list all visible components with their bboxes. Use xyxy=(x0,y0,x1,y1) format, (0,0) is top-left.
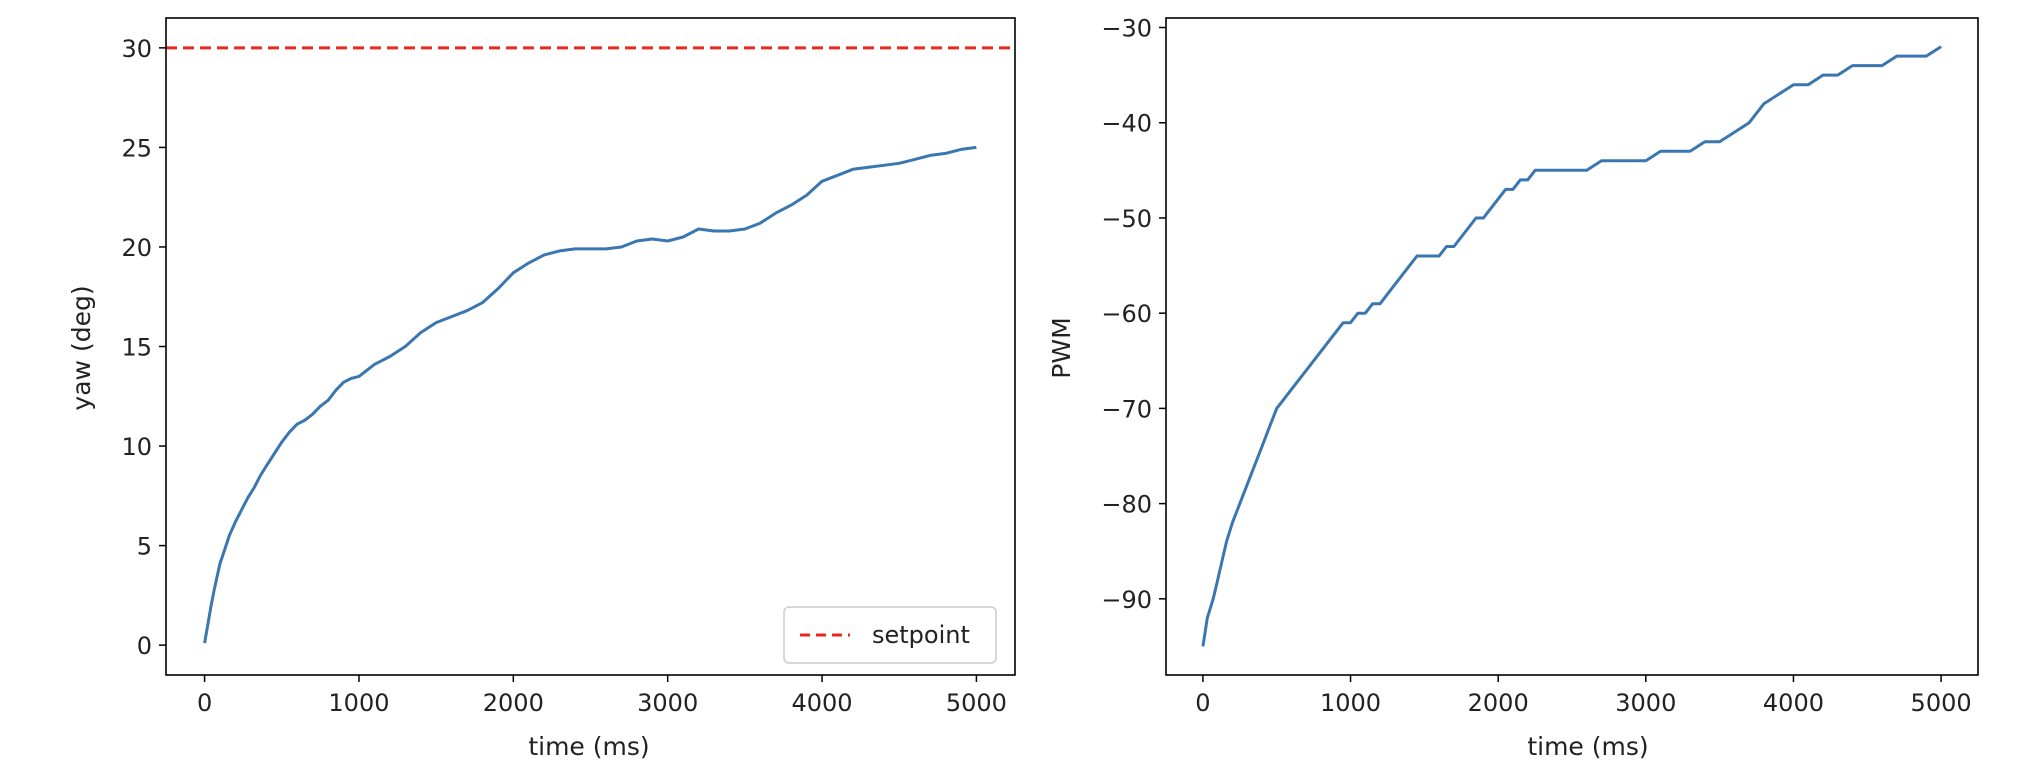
yaw-xtick-label: 3000 xyxy=(637,689,698,717)
pwm-xtick-label: 2000 xyxy=(1468,689,1529,717)
pwm-series-line xyxy=(1201,45,1942,647)
pwm-ytick-label: −50 xyxy=(1101,205,1152,233)
pwm-ytick-label: −60 xyxy=(1101,300,1152,328)
pwm-ytick-label: −70 xyxy=(1101,395,1152,423)
yaw-xtick-label: 5000 xyxy=(946,689,1007,717)
yaw-xlabel: time (ms) xyxy=(528,732,649,761)
yaw-ytick-label: 0 xyxy=(137,632,152,660)
yaw-xtick-label: 0 xyxy=(197,689,212,717)
yaw-ytick-label: 15 xyxy=(121,334,152,362)
legend-box xyxy=(783,606,997,664)
pwm-subplot: time (ms) PWM 0 1000 2000 3000 4000 5000 −90 −8… xyxy=(1047,15,1979,761)
pwm-xtick-label: 0 xyxy=(1195,689,1210,717)
pwm-xtick-label: 4000 xyxy=(1763,689,1824,717)
yaw-legend: setpoint xyxy=(783,606,997,664)
yaw-xtick-label: 4000 xyxy=(792,689,853,717)
yaw-subplot: time (ms) yaw (deg) 0 1000 2000 3000 4000 500… xyxy=(67,17,1016,761)
yaw-ytick-label: 20 xyxy=(121,234,152,262)
yaw-series-line xyxy=(203,145,977,644)
yaw-ytick-label: 25 xyxy=(121,134,152,162)
pwm-xtick-label: 5000 xyxy=(1911,689,1972,717)
pwm-ytick-label: −90 xyxy=(1101,586,1152,614)
yaw-axes-frame xyxy=(165,17,1016,676)
legend-setpoint-label: setpoint xyxy=(872,621,970,649)
yaw-xtick-label: 2000 xyxy=(483,689,544,717)
pwm-ytick-label: −80 xyxy=(1101,491,1152,519)
pwm-ylabel: PWM xyxy=(1047,317,1076,378)
yaw-ytick-label: 30 xyxy=(121,35,152,63)
pwm-ytick-label: −40 xyxy=(1101,110,1152,138)
pwm-axes-frame xyxy=(1165,17,1979,676)
pwm-ytick-label: −30 xyxy=(1101,15,1152,43)
yaw-ylabel: yaw (deg) xyxy=(67,285,96,410)
yaw-ytick-label: 10 xyxy=(121,433,152,461)
yaw-ytick-label: 5 xyxy=(137,533,152,561)
pwm-xtick-label: 1000 xyxy=(1320,689,1381,717)
yaw-xtick-label: 1000 xyxy=(328,689,389,717)
pwm-xtick-label: 3000 xyxy=(1615,689,1676,717)
pwm-xlabel: time (ms) xyxy=(1527,732,1648,761)
